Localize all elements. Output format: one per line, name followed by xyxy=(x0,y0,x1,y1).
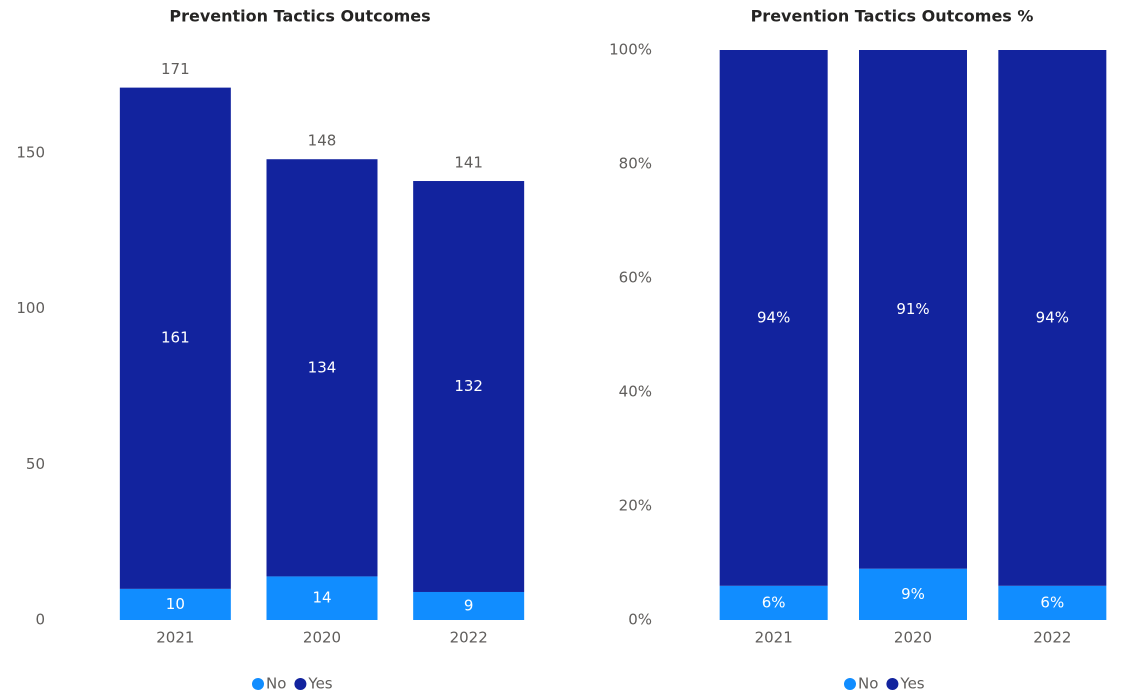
bar-segment xyxy=(719,585,828,620)
bar-segment xyxy=(413,591,525,620)
y-tick-label: 80% xyxy=(619,155,652,173)
data-label: 10 xyxy=(166,595,185,613)
legend-marker xyxy=(294,678,307,690)
data-label: 132 xyxy=(454,377,483,395)
chart-title: Prevention Tactics Outcomes % xyxy=(751,7,1034,26)
x-tick-label: 2020 xyxy=(303,629,341,647)
x-tick-label: 2020 xyxy=(894,629,932,647)
bar-segment xyxy=(266,159,378,577)
data-label: 161 xyxy=(161,329,190,347)
bar-segment xyxy=(719,50,828,586)
y-tick-label: 50 xyxy=(26,455,45,473)
x-tick-label: 2022 xyxy=(1033,629,1071,647)
y-tick-label: 40% xyxy=(619,383,652,401)
total-label: 141 xyxy=(454,154,483,172)
legend-label: Yes xyxy=(307,675,332,693)
legend-label: No xyxy=(858,675,878,693)
y-tick-label: 20% xyxy=(619,497,652,515)
legend-label: No xyxy=(266,675,286,693)
x-tick-label: 2022 xyxy=(450,629,488,647)
data-label: 6% xyxy=(1040,593,1064,611)
bar-segment xyxy=(859,50,967,569)
bar-segment xyxy=(998,585,1107,620)
legend-label: Yes xyxy=(899,675,924,693)
total-label: 148 xyxy=(308,132,337,150)
x-tick-label: 2021 xyxy=(156,629,194,647)
bar-segment xyxy=(413,181,525,592)
y-tick-label: 0% xyxy=(628,611,652,629)
data-label: 94% xyxy=(1036,308,1069,326)
legend-marker xyxy=(252,678,264,690)
bar-segment xyxy=(119,87,231,589)
total-label: 171 xyxy=(161,60,190,78)
bar-segment xyxy=(859,568,967,620)
bar-segment xyxy=(998,50,1107,586)
data-label: 14 xyxy=(312,589,331,607)
legend-marker xyxy=(886,678,899,690)
bar-segment xyxy=(266,576,378,620)
data-label: 134 xyxy=(308,358,337,376)
bar-segment xyxy=(119,588,231,620)
data-label: 91% xyxy=(896,300,929,318)
chart-title: Prevention Tactics Outcomes xyxy=(169,7,430,26)
data-label: 9% xyxy=(901,585,925,603)
data-label: 6% xyxy=(762,593,786,611)
y-tick-label: 100 xyxy=(16,299,45,317)
legend-marker xyxy=(844,678,856,690)
data-label: 9 xyxy=(464,596,474,614)
y-tick-label: 150 xyxy=(16,144,45,162)
y-tick-label: 0 xyxy=(35,611,45,629)
x-tick-label: 2021 xyxy=(755,629,793,647)
y-tick-label: 100% xyxy=(609,41,652,59)
data-label: 94% xyxy=(757,308,790,326)
y-tick-label: 60% xyxy=(619,269,652,287)
